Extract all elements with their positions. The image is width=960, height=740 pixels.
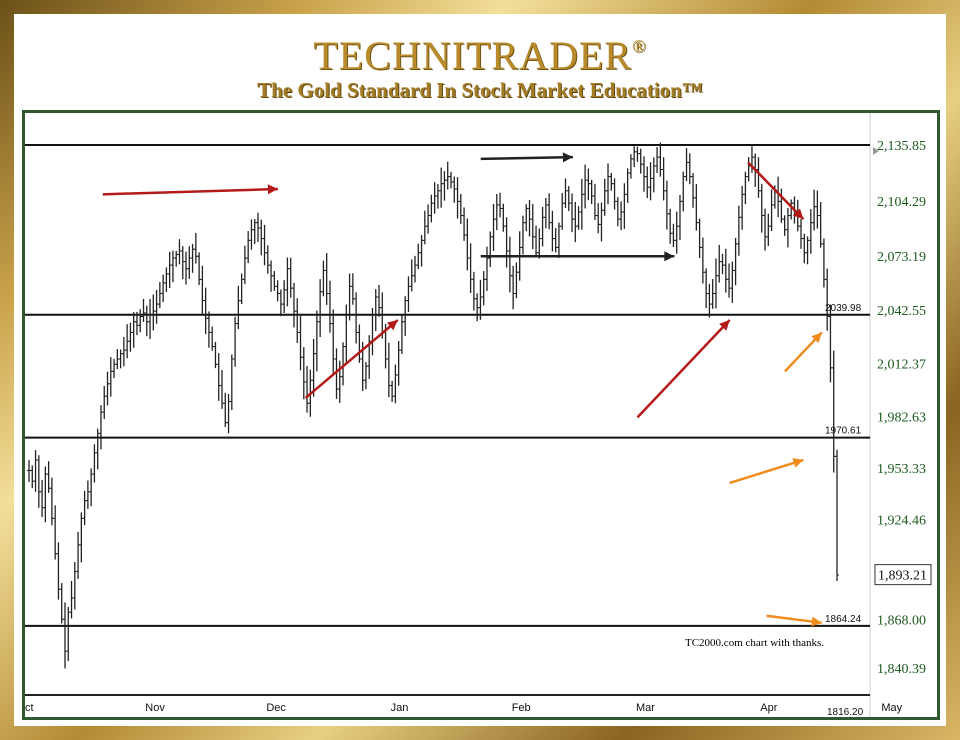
chart-frame: 2039.98 1970.61 1864.24 2,135.85 2,104.29 2,0…: [22, 110, 940, 720]
level-label: 1864.24: [825, 614, 862, 625]
page-panel: TECHNITRADER® The Gold Standard In Stock…: [14, 14, 946, 726]
x-tick-label: Jan: [391, 702, 409, 714]
last-price-marker: [873, 147, 879, 155]
current-value-label: 1,893.21: [878, 569, 927, 584]
annotation-arrow: [636, 319, 731, 419]
level-label: 1970.61: [825, 426, 862, 437]
y-tick-label: 2,042.55: [877, 304, 926, 319]
brand-tagline: The Gold Standard In Stock Market Educat…: [257, 78, 703, 102]
x-tick-label: May: [881, 702, 902, 714]
annotation-arrowhead: [792, 458, 804, 468]
annotation-arrow: [729, 458, 804, 485]
annotation-arrowhead: [562, 152, 573, 163]
brand-name: TECHNITRADER: [313, 33, 632, 78]
y-tick-label: 1,953.33: [877, 462, 926, 477]
annotation-arrowhead: [664, 251, 675, 262]
y-tick-label: 2,012.37: [877, 358, 926, 373]
annotation-arrow: [304, 319, 399, 399]
annotation-arrowhead: [811, 616, 822, 627]
y-tick-label: 1,982.63: [877, 410, 926, 425]
level-label: 2039.98: [825, 303, 862, 314]
annotation-arrow: [747, 161, 805, 220]
y-tick-label: 1816.20: [827, 707, 864, 717]
y-tick-label: 1,868.00: [877, 613, 926, 628]
annotation-arrowhead: [267, 184, 278, 195]
annotation-arrow: [480, 155, 573, 161]
annotation-arrowhead: [386, 320, 398, 331]
x-tick-label: ct: [25, 702, 34, 714]
x-tick-label: Nov: [145, 702, 165, 714]
x-tick-label: Feb: [512, 702, 531, 714]
annotation-arrowhead: [792, 208, 804, 220]
price-chart: 2039.98 1970.61 1864.24 2,135.85 2,104.29 2,0…: [25, 113, 932, 717]
x-tick-label: Mar: [636, 702, 655, 714]
x-tick-label: Dec: [266, 702, 286, 714]
annotation-arrow: [102, 187, 278, 196]
annotation-arrowhead: [811, 332, 822, 344]
current-value-box: [874, 564, 932, 586]
x-tick-label: Apr: [760, 702, 777, 714]
y-tick-label: 2,135.85: [877, 139, 926, 154]
y-tick-label: 1,924.46: [877, 513, 926, 528]
chart-credit: TC2000.com chart with thanks.: [685, 637, 824, 649]
y-tick-label: 1,840.39: [877, 662, 926, 677]
annotation-arrowhead: [719, 320, 730, 331]
y-tick-label: 2,073.19: [877, 250, 926, 265]
y-tick-label: 2,104.29: [877, 195, 926, 210]
registered-mark: ®: [631, 36, 647, 56]
brand-logo: TECHNITRADER®: [14, 32, 946, 79]
